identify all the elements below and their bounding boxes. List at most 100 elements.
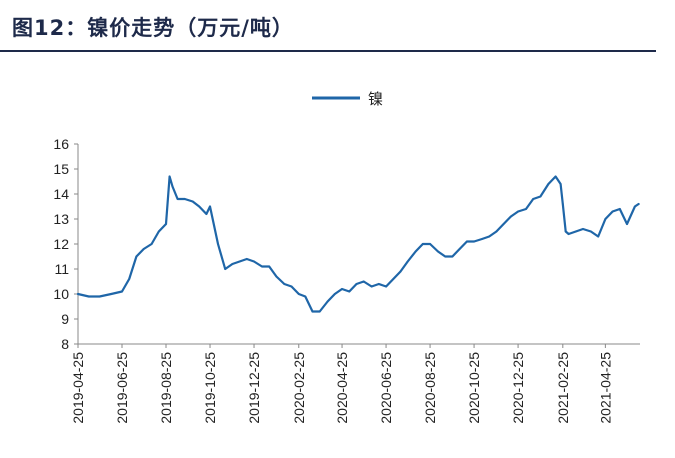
data-point [362, 280, 365, 283]
data-point [268, 265, 271, 268]
data-point [217, 243, 219, 245]
data-point [451, 255, 454, 258]
data-point [554, 175, 557, 178]
data-point [77, 293, 79, 295]
x-tick-label: 2020-06-25 [378, 352, 394, 424]
data-point [532, 198, 535, 200]
data-point [355, 283, 358, 285]
y-tick-label: 15 [53, 161, 69, 177]
data-point [502, 223, 505, 225]
data-point [567, 233, 570, 235]
y-tick-label: 13 [53, 211, 69, 227]
data-point [517, 210, 519, 213]
data-point [348, 290, 351, 293]
x-tick-label: 2021-02-25 [555, 352, 571, 424]
data-point [510, 215, 512, 218]
chart-legend: 镍 [312, 90, 383, 108]
data-point [637, 203, 640, 205]
data-point [377, 283, 380, 285]
data-point [87, 295, 90, 298]
data-point [406, 260, 409, 263]
data-point [618, 208, 621, 210]
data-point [481, 238, 483, 240]
data-point [385, 285, 387, 288]
data-point [171, 185, 174, 188]
y-tick-label: 10 [53, 286, 69, 302]
y-tick-label: 11 [54, 261, 69, 277]
data-point [590, 230, 592, 233]
data-point [121, 290, 123, 293]
data-point [231, 263, 234, 265]
data-point [458, 248, 461, 250]
x-tick-label: 2019-06-25 [114, 352, 130, 424]
x-tick-label: 2019-04-25 [70, 352, 86, 424]
data-point [574, 230, 577, 233]
data-point [399, 270, 402, 273]
x-tick-label: 2020-10-25 [466, 352, 482, 424]
data-point [444, 255, 447, 258]
data-point [634, 205, 636, 208]
data-point [253, 260, 255, 263]
data-point [191, 200, 194, 203]
data-point [128, 278, 131, 280]
data-point [473, 240, 475, 243]
data-point [318, 310, 321, 313]
data-point [110, 293, 113, 295]
data-point [224, 268, 227, 270]
data-point [547, 183, 550, 185]
data-point [176, 198, 179, 200]
plot-area [76, 175, 640, 313]
y-tick-label: 8 [61, 336, 69, 352]
data-point [168, 175, 171, 178]
legend-label: 镍 [368, 90, 383, 108]
data-point [198, 205, 201, 208]
data-point [582, 228, 584, 230]
data-point [98, 295, 101, 298]
data-point [205, 213, 208, 215]
data-point [238, 260, 241, 263]
data-point [414, 250, 417, 253]
x-tick-label: 2020-04-25 [334, 352, 350, 424]
data-point [341, 288, 343, 290]
y-tick-label: 9 [61, 311, 69, 327]
y-tick-label: 14 [53, 186, 69, 202]
data-point [326, 300, 329, 303]
series-line-nickel [76, 175, 640, 313]
data-point [626, 223, 628, 225]
x-axis: 2019-04-25 2019-06-25 2019-08-25 2019-10-25… [70, 343, 640, 424]
data-point [275, 275, 278, 278]
x-tick-label: 2019-08-25 [158, 352, 174, 424]
data-point [165, 223, 167, 225]
x-tick-label: 2020-08-25 [422, 352, 438, 424]
data-point [559, 183, 562, 185]
data-point [539, 195, 542, 198]
data-point [135, 255, 138, 258]
data-point [561, 203, 564, 205]
data-point [370, 285, 373, 288]
data-point [604, 218, 607, 220]
page-title: 图12：镍价走势（万元/吨） [12, 16, 294, 40]
data-point [290, 285, 293, 288]
y-tick-label: 16 [53, 136, 69, 152]
x-tick-label: 2020-02-25 [291, 352, 307, 424]
data-point [209, 205, 211, 208]
data-point [333, 293, 336, 295]
data-point [525, 208, 527, 210]
data-point [488, 235, 491, 238]
data-point [466, 240, 468, 243]
data-point [437, 250, 439, 253]
data-point [261, 265, 263, 268]
data-point [421, 243, 424, 245]
x-tick-label: 2019-12-25 [246, 352, 262, 424]
title-bar: 图12：镍价走势（万元/吨） [0, 0, 675, 52]
data-point [392, 278, 395, 280]
data-point [597, 235, 600, 238]
data-point [311, 310, 314, 313]
title-divider [0, 50, 656, 52]
data-point [564, 230, 567, 233]
data-point [142, 248, 145, 250]
data-point [611, 210, 614, 213]
data-point [245, 258, 248, 260]
x-tick-label: 2020-12-25 [510, 352, 526, 424]
